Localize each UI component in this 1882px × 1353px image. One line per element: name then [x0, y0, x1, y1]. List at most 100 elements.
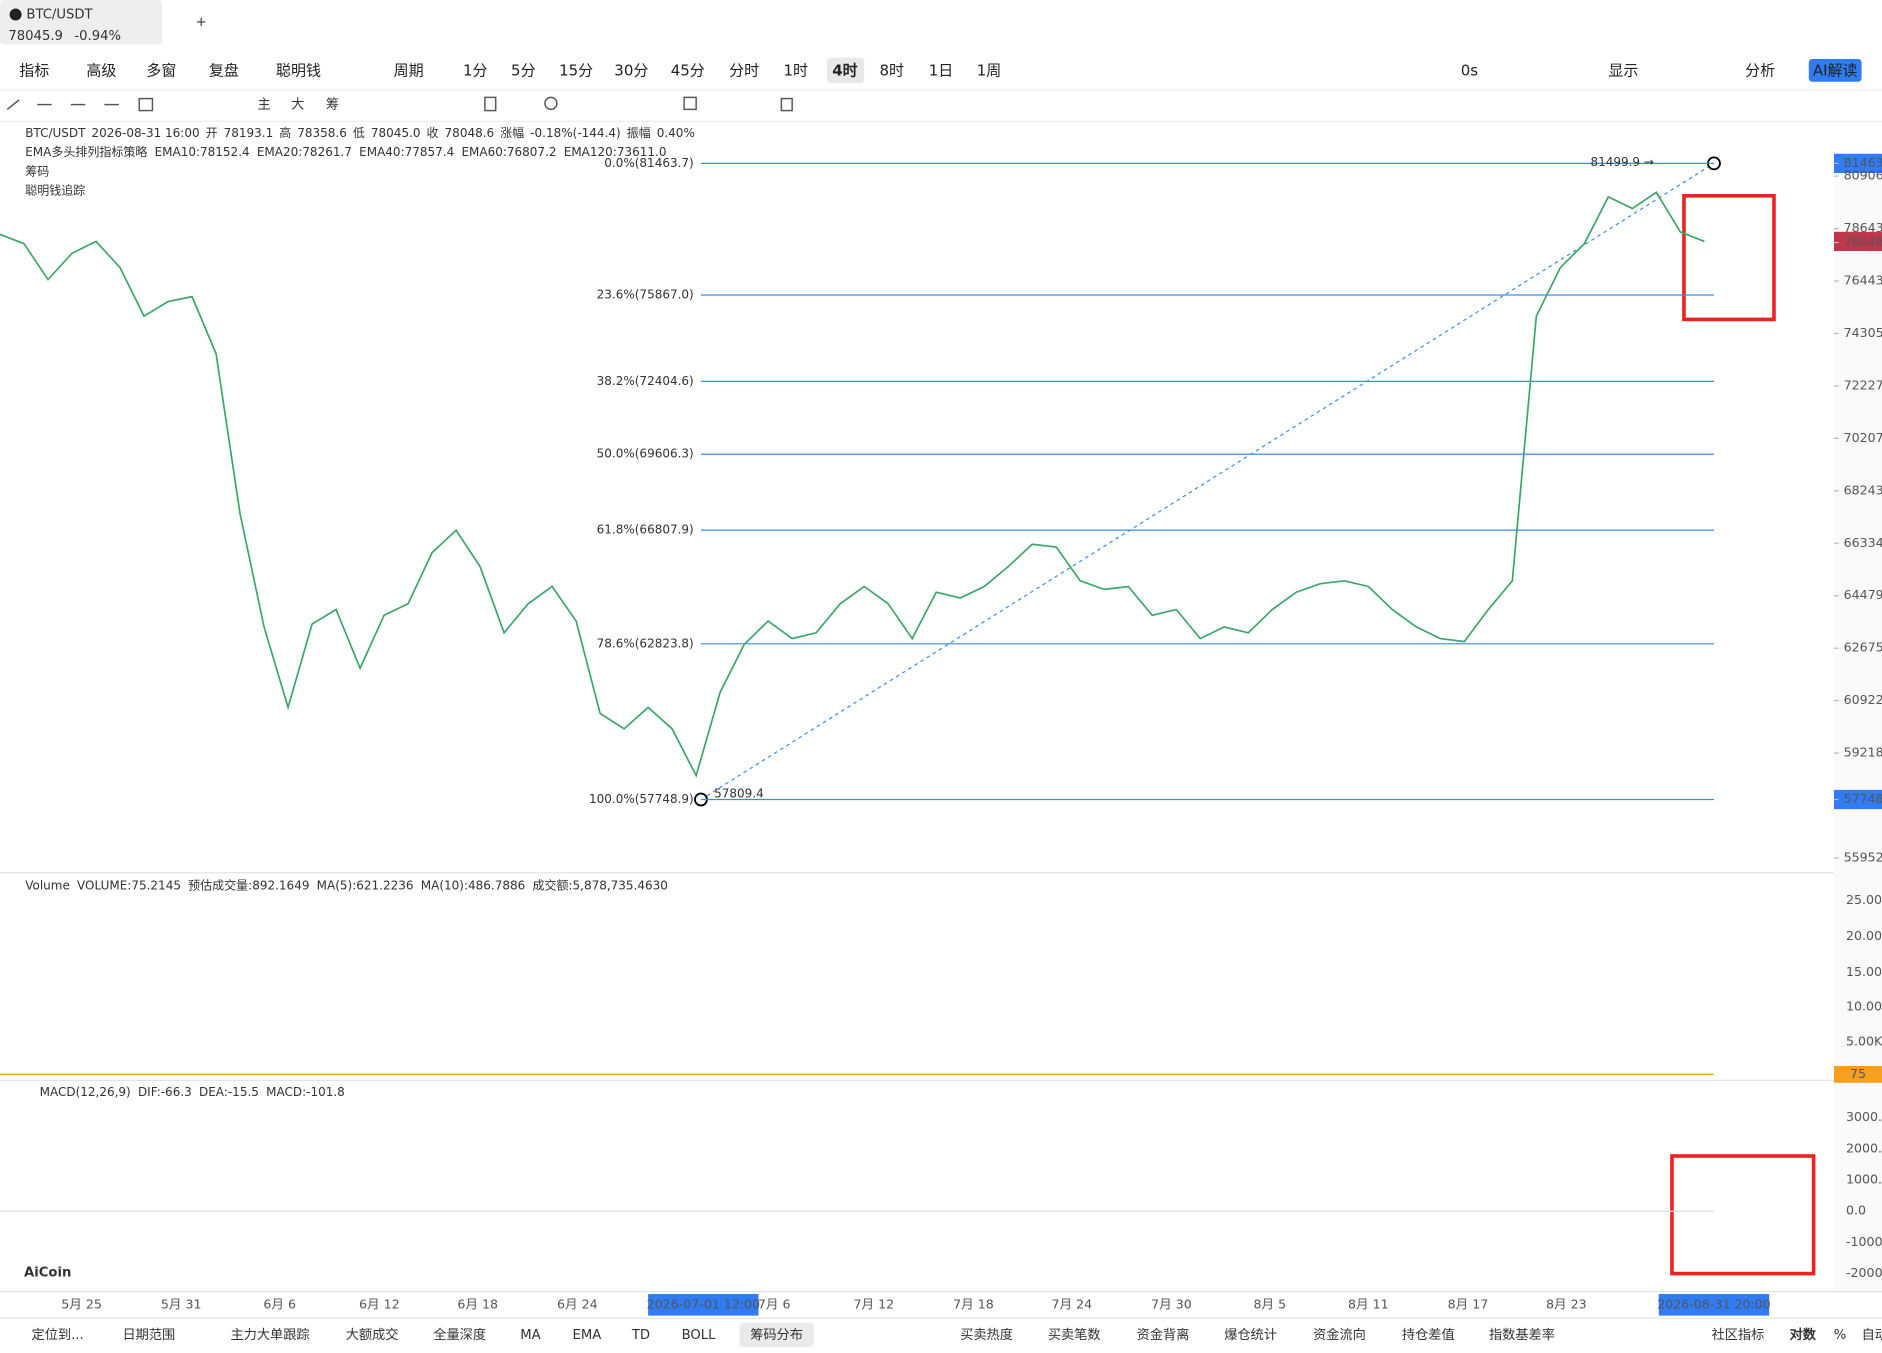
highlight-box [1670, 1154, 1816, 1276]
price-tag-bg [1833, 153, 1882, 173]
ema-info: EMA20:78261.7 [257, 145, 352, 159]
bottom-tab[interactable]: 爆仓统计 [1224, 1327, 1277, 1343]
period-button[interactable]: 30分 [614, 61, 648, 79]
ohlc-info: 2026-08-31 16:00 [91, 126, 199, 140]
toolbar-right-item[interactable]: 显示 [1608, 61, 1638, 79]
period-button[interactable]: 5分 [511, 61, 536, 79]
bottom-tab[interactable]: % [1834, 1328, 1847, 1343]
tab-close[interactable] [9, 8, 22, 21]
ohlc-info: 78193.1 [224, 126, 274, 140]
macd-info: DEA:-15.5 [199, 1085, 259, 1099]
date-label: 8月 11 [1348, 1296, 1389, 1311]
fib-label: 0.0%(81463.7) [604, 156, 693, 170]
toolbar-item[interactable]: 聪明钱 [276, 61, 321, 79]
overlay-label[interactable]: 聪明钱追踪 [25, 182, 85, 197]
toolbar-right-item[interactable]: 0s [1461, 61, 1479, 79]
period-button[interactable]: 1日 [929, 61, 954, 79]
ema-info: EMA60:76807.2 [461, 145, 556, 159]
toolbar-item[interactable]: 周期 [394, 61, 424, 79]
period-button[interactable]: 4时 [832, 61, 857, 79]
toolbar-item[interactable]: 指标 [19, 61, 49, 79]
price-axis-label: 78643. [1844, 220, 1882, 235]
period-button[interactable]: 15分 [559, 61, 593, 79]
bottom-tab[interactable]: 买卖热度 [960, 1327, 1013, 1343]
bottom-tab[interactable]: 指数基差率 [1489, 1326, 1555, 1343]
ai-button-bg[interactable] [1808, 58, 1862, 82]
toolbar-item[interactable]: 复盘 [209, 61, 239, 79]
bottom-tab[interactable]: 筹码分布 [750, 1326, 803, 1343]
bottom-tab[interactable]: 全量深度 [433, 1326, 486, 1343]
date-highlight: 2026-08-31 20:00 [1657, 1296, 1771, 1311]
macd-axis-label: 1000.0 [1846, 1172, 1882, 1187]
price-line [0, 191, 1705, 778]
toolbar-right-item[interactable]: 分析 [1745, 61, 1775, 79]
volume-info: VOLUME:75.2145 [77, 878, 181, 892]
bottom-tab[interactable]: 自动 [1862, 1327, 1882, 1343]
bottom-tab[interactable]: TD [631, 1328, 650, 1343]
new-tab[interactable]: + [196, 15, 207, 30]
symbol[interactable]: BTC/USDT [26, 8, 93, 23]
bottom-tab[interactable]: 持仓差值 [1402, 1327, 1455, 1343]
bottom-tab[interactable]: 资金背离 [1137, 1326, 1190, 1343]
bottom-tab[interactable]: 对数 [1790, 1326, 1817, 1343]
date-label: 7月 12 [853, 1296, 894, 1311]
draw-toolbar [6, 96, 793, 112]
ema-info: EMA多头排列指标策略 [25, 144, 147, 159]
symbol-tab[interactable] [0, 0, 163, 45]
tool-button[interactable]: 筹 [326, 96, 339, 113]
overlay-label[interactable]: 筹码 [25, 164, 49, 178]
fib-label: 100.0%(57748.9) [589, 792, 694, 806]
price-axis-label: 55952. [1844, 849, 1882, 864]
price-axis-label: 64479. [1844, 587, 1882, 602]
toolbar-item[interactable]: 高级 [86, 61, 116, 79]
period-button[interactable]: 45分 [671, 61, 705, 79]
ohlc-info: BTC/USDT [25, 126, 86, 140]
ohlc-info: 78048.6 [445, 126, 495, 140]
date-label: 5月 31 [161, 1296, 202, 1311]
date-label: 5月 25 [61, 1296, 102, 1311]
macd-info: MACD(12,26,9) [40, 1085, 131, 1099]
bottom-tab[interactable]: 资金流向 [1313, 1327, 1366, 1343]
period-button[interactable]: 1时 [783, 61, 808, 79]
price-axis-label: 59218. [1844, 745, 1882, 760]
fib-label: 78.6%(62823.8) [597, 636, 694, 650]
toolbar-right-item[interactable]: AI解读 [1813, 61, 1858, 79]
ohlc-info: 78045.0 [371, 126, 421, 140]
bottom-tab[interactable]: EMA [573, 1328, 602, 1343]
price-axis-label: 70207. [1844, 430, 1882, 445]
fib-trendline[interactable] [700, 162, 1715, 801]
date-highlight: 2026-07-01 12:00 [647, 1296, 761, 1311]
bottom-tab[interactable]: 定位到... [32, 1327, 84, 1343]
ohlc-info: 收 [427, 126, 439, 140]
bottom-tab[interactable]: 日期范围 [122, 1327, 175, 1343]
period-button[interactable]: 1周 [977, 61, 1002, 79]
price-axis-label: 78048. [1844, 234, 1882, 249]
bottom-tab[interactable]: MA [520, 1328, 540, 1343]
bottom-tab[interactable]: 社区指标 [1712, 1327, 1765, 1343]
period-button[interactable]: 8时 [880, 61, 905, 79]
bottom-tab[interactable]: BOLL [682, 1328, 717, 1343]
ema-info: EMA40:77857.4 [359, 145, 454, 159]
volume-axis-label: 10.00K [1846, 999, 1882, 1014]
macd-axis-label: 2000.0 [1846, 1140, 1882, 1155]
ohlc-info: 0.40% [657, 126, 695, 140]
bottom-tab[interactable]: 买卖笔数 [1048, 1327, 1101, 1343]
bottom-tab[interactable]: 主力大单跟踪 [230, 1327, 309, 1343]
volume-axis-label: 20.00K [1846, 928, 1882, 943]
bottom-tab[interactable]: 大额成交 [346, 1326, 399, 1343]
volume-info: 成交额:5,878,735.4630 [532, 877, 667, 892]
price-axis-label: 62675. [1844, 640, 1882, 655]
highlight-box [1682, 193, 1776, 322]
tool-button[interactable]: 大 [291, 97, 304, 113]
toolbar-item[interactable]: 多窗 [146, 61, 176, 79]
ohlc-info: 低 [353, 126, 365, 140]
volume-last-tag: 75 [1850, 1066, 1866, 1081]
macd-axis-label: 3000.0 [1846, 1109, 1882, 1124]
price-axis-label: 81463. [1844, 155, 1882, 170]
tool-button[interactable]: 主 [257, 97, 270, 113]
period-button[interactable]: 1分 [463, 61, 488, 79]
period-button[interactable]: 分时 [729, 61, 759, 79]
price-axis-label: 80906. [1844, 168, 1882, 183]
volume-axis-label: 5.00K [1846, 1033, 1882, 1048]
